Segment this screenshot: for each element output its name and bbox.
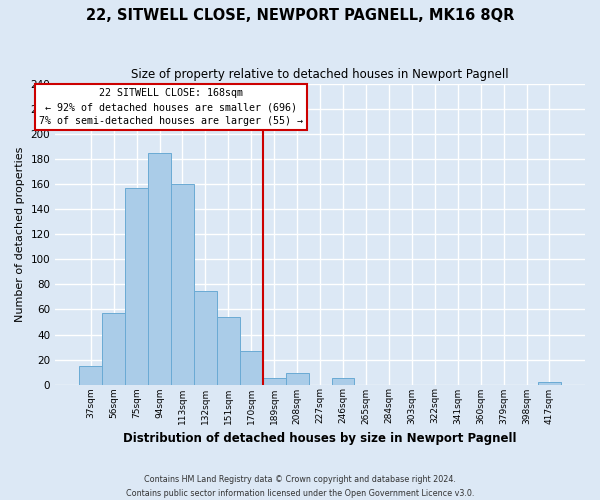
Bar — [148, 153, 171, 384]
Bar — [171, 184, 194, 384]
Bar — [194, 290, 217, 384]
Y-axis label: Number of detached properties: Number of detached properties — [15, 147, 25, 322]
Bar — [263, 378, 286, 384]
Bar — [240, 351, 263, 384]
Bar — [332, 378, 355, 384]
Bar — [217, 317, 240, 384]
Title: Size of property relative to detached houses in Newport Pagnell: Size of property relative to detached ho… — [131, 68, 509, 80]
Bar — [538, 382, 561, 384]
Bar — [102, 313, 125, 384]
X-axis label: Distribution of detached houses by size in Newport Pagnell: Distribution of detached houses by size … — [124, 432, 517, 445]
Text: 22, SITWELL CLOSE, NEWPORT PAGNELL, MK16 8QR: 22, SITWELL CLOSE, NEWPORT PAGNELL, MK16… — [86, 8, 514, 22]
Text: 22 SITWELL CLOSE: 168sqm
← 92% of detached houses are smaller (696)
7% of semi-d: 22 SITWELL CLOSE: 168sqm ← 92% of detach… — [39, 88, 303, 126]
Bar — [125, 188, 148, 384]
Text: Contains HM Land Registry data © Crown copyright and database right 2024.
Contai: Contains HM Land Registry data © Crown c… — [126, 476, 474, 498]
Bar — [286, 374, 308, 384]
Bar — [79, 366, 102, 384]
